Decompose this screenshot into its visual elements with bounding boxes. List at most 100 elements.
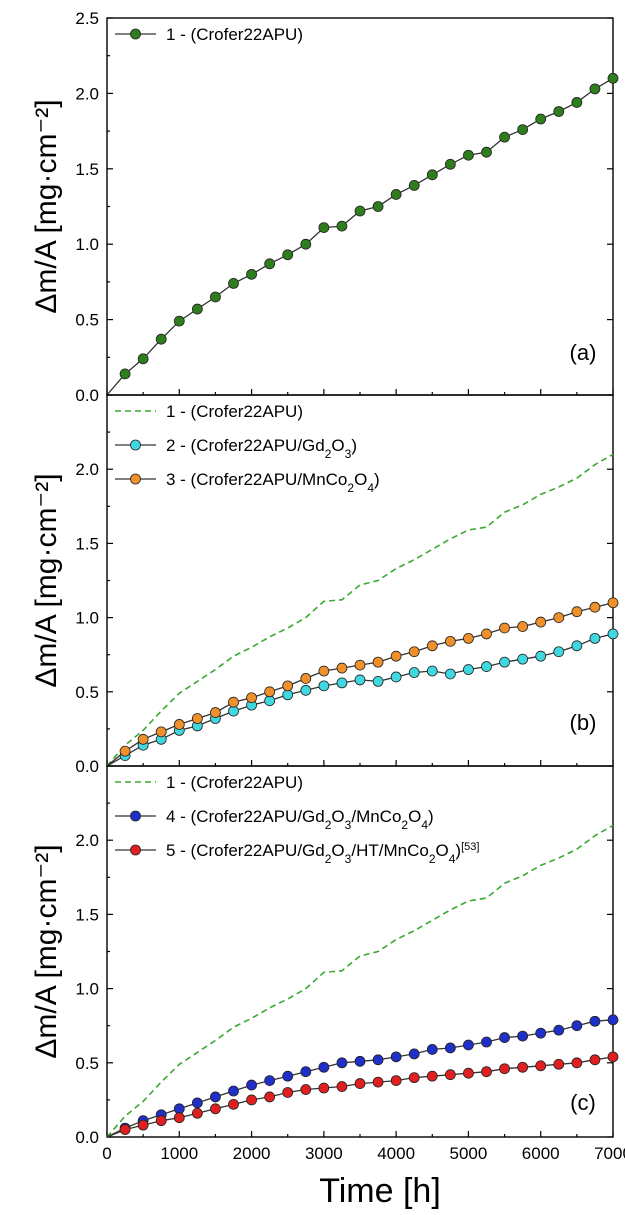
data-point xyxy=(191,713,203,724)
data-point xyxy=(481,661,492,672)
data-point xyxy=(372,1054,384,1066)
data-point xyxy=(499,131,510,143)
data-point xyxy=(408,1072,420,1084)
data-point xyxy=(390,189,402,200)
legend-marker xyxy=(130,844,141,856)
data-point xyxy=(318,1061,330,1073)
data-point xyxy=(553,1024,565,1036)
data-point xyxy=(589,1054,601,1066)
data-point xyxy=(137,353,149,365)
data-point xyxy=(499,622,510,634)
x-tick-label: 6000 xyxy=(522,1144,560,1163)
data-point xyxy=(282,689,294,701)
data-point xyxy=(571,606,583,618)
legend: 1 - (Crofer22APU) 2 - (Crofer22APU/Gd2O3)… xyxy=(115,402,380,495)
data-point xyxy=(426,169,438,181)
data-point xyxy=(553,1058,565,1070)
data-point xyxy=(336,677,348,689)
data-point xyxy=(408,667,420,678)
y-tick-label: 1.5 xyxy=(75,905,99,924)
data-point xyxy=(137,733,149,745)
legend-entry: 3 - (Crofer22APU/MnCo2O4) xyxy=(166,470,380,495)
data-point xyxy=(463,1067,474,1079)
data-point xyxy=(535,113,547,125)
data-point xyxy=(499,1032,510,1043)
data-point xyxy=(282,680,294,692)
y-tick-label: 1.0 xyxy=(75,235,99,254)
x-tick-label: 5000 xyxy=(450,1144,488,1163)
data-point xyxy=(210,291,221,303)
legend-entry: 1 - (Crofer22APU) xyxy=(166,402,303,421)
legend-marker xyxy=(130,810,141,822)
x-tick-label: 2000 xyxy=(233,1144,271,1163)
panel-label: (a) xyxy=(570,340,597,365)
data-point xyxy=(408,646,420,658)
data-point xyxy=(246,268,257,280)
data-point xyxy=(318,680,330,692)
y-tick-label: 2.0 xyxy=(75,831,99,850)
data-point xyxy=(119,745,131,757)
data-point xyxy=(444,158,456,170)
y-tick-label: 0.0 xyxy=(75,1128,99,1147)
legend-entry: 4 - (Crofer22APU/Gd2O3/MnCo2O4) xyxy=(166,807,434,832)
data-point xyxy=(571,97,583,108)
data-point xyxy=(481,146,492,158)
data-point xyxy=(119,368,131,380)
data-point xyxy=(210,707,221,718)
data-point xyxy=(535,1027,547,1039)
series-1 xyxy=(106,453,614,767)
data-point xyxy=(535,650,547,662)
data-point xyxy=(228,1085,239,1097)
data-point xyxy=(318,665,330,677)
data-point xyxy=(481,1036,492,1048)
data-point xyxy=(264,686,276,698)
y-tick-label: 0.0 xyxy=(75,386,99,405)
legend-marker xyxy=(130,439,141,451)
data-point xyxy=(300,673,312,684)
data-point xyxy=(571,1057,583,1069)
y-axis-label: Δm/A [mg·cm⁻²] xyxy=(30,473,63,687)
data-point xyxy=(354,674,366,686)
x-tick-label: 4000 xyxy=(377,1144,415,1163)
data-point xyxy=(426,665,438,677)
legend: 1 - (Crofer22APU) xyxy=(115,25,303,44)
data-point xyxy=(535,1060,547,1072)
series-1 xyxy=(106,72,619,396)
data-point xyxy=(173,1103,185,1115)
data-point xyxy=(517,653,529,665)
data-point xyxy=(444,635,456,647)
data-point xyxy=(463,149,474,161)
chart-panel-1: 0.0 0.5 1.0 1.5 2.0 2.5 Δm/A [mg·cm⁻²] 1 - (Cro… xyxy=(30,9,619,405)
data-point xyxy=(463,1039,474,1051)
data-point xyxy=(228,1098,239,1110)
y-tick-label: 0.5 xyxy=(75,683,99,702)
data-point xyxy=(246,1079,257,1091)
data-point xyxy=(300,1084,312,1095)
panel-label: (b) xyxy=(570,710,597,735)
data-point xyxy=(264,1075,276,1087)
data-point xyxy=(191,1107,203,1119)
data-point xyxy=(535,616,547,628)
data-point xyxy=(607,597,619,609)
data-point xyxy=(336,662,348,674)
series-1 xyxy=(106,824,614,1138)
chart-panel-2: 0.0 0.5 1.0 1.5 2.0 Δm/A [mg·cm⁻²] 1 - (Crofer… xyxy=(30,394,619,776)
data-point xyxy=(155,726,167,738)
x-tick-label: 0 xyxy=(102,1144,111,1163)
data-point xyxy=(372,656,384,668)
data-point xyxy=(517,621,529,632)
data-point xyxy=(372,201,384,212)
data-point xyxy=(390,1051,402,1063)
data-point xyxy=(155,333,167,345)
data-point xyxy=(553,612,565,623)
series-3 xyxy=(106,1051,619,1138)
data-point xyxy=(155,1115,167,1127)
data-point xyxy=(390,1075,402,1087)
data-point xyxy=(481,628,492,640)
data-point xyxy=(191,303,203,315)
series-3 xyxy=(106,597,619,767)
y-axis-label: Δm/A [mg·cm⁻²] xyxy=(30,844,63,1058)
data-point xyxy=(589,83,601,95)
data-point xyxy=(463,664,474,675)
